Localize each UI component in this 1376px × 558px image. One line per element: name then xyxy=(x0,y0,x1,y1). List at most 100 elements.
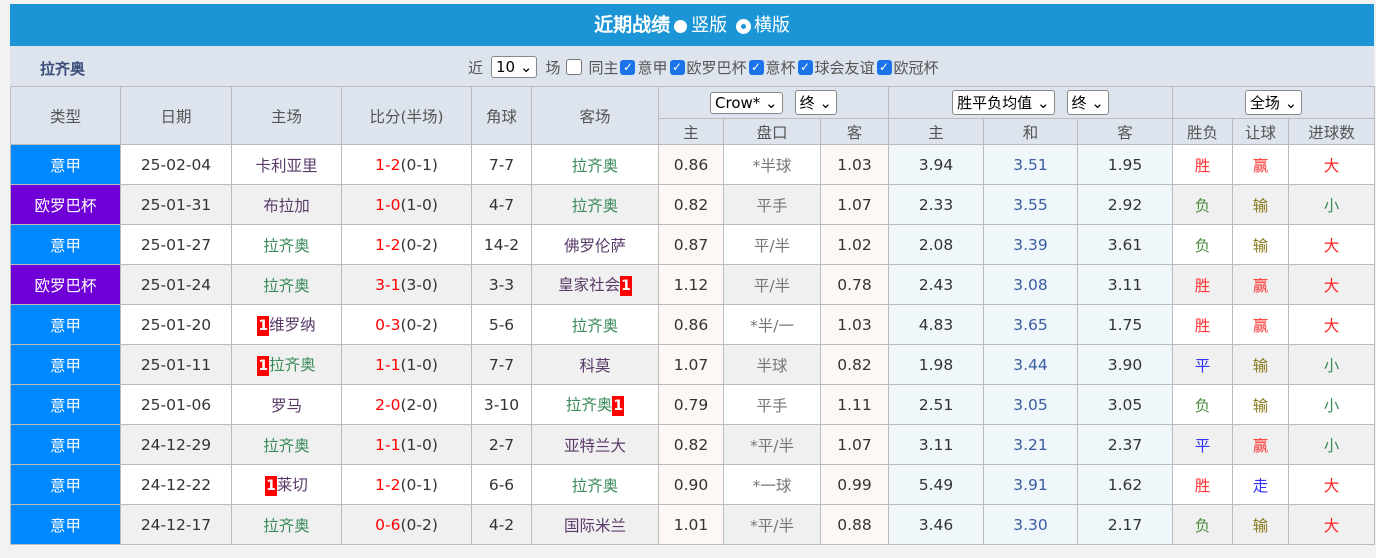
home-cell: 拉齐奥 xyxy=(231,504,342,545)
full-score: 0-3 xyxy=(375,315,401,334)
team-link[interactable]: 拉齐奥 xyxy=(571,316,619,335)
league-cell[interactable]: 意甲 xyxy=(10,464,121,505)
table-row: 意甲 25-02-04 卡利亚里 1-2(0-1) 7-7 拉齐奥 0.86 *半球 1.03 3… xyxy=(10,144,1376,185)
result-cell: 胜 xyxy=(1172,264,1234,305)
euro-away-odds: 3.90 xyxy=(1076,344,1174,385)
radio-vertical-label: 竖版 xyxy=(691,15,728,36)
red-card-badge: 1 xyxy=(257,356,270,376)
euro-away-odds: 1.75 xyxy=(1076,304,1174,345)
euro-draw-odds: 3.05 xyxy=(983,384,1078,425)
team-link[interactable]: 拉齐奥 xyxy=(571,196,619,215)
team-link[interactable]: 罗马 xyxy=(270,396,302,415)
home-cell: 罗马 xyxy=(231,384,342,425)
euro-home-odds: 3.94 xyxy=(888,144,984,185)
radio-vertical[interactable] xyxy=(674,19,688,33)
team-link[interactable]: 维罗纳 xyxy=(269,316,316,334)
euro-draw-odds: 3.30 xyxy=(983,504,1078,545)
subcol-header: 盘口 xyxy=(723,118,821,145)
euro-type-select[interactable]: 胜平负均值 ⌄ xyxy=(952,90,1055,115)
team-link[interactable]: 拉齐奥 xyxy=(263,236,310,255)
team-link[interactable]: 拉齐奥 xyxy=(263,276,310,295)
result-cell: 胜 xyxy=(1172,304,1234,345)
league-cell[interactable]: 意甲 xyxy=(10,144,121,185)
red-card-badge: 1 xyxy=(612,396,625,416)
team-link[interactable]: 拉齐奥 xyxy=(263,516,310,535)
corner-cell: 3-3 xyxy=(471,264,532,305)
euro-home-odds: 3.46 xyxy=(888,504,984,545)
euro-stage-select[interactable]: 终 ⌄ xyxy=(1066,90,1109,115)
team-link[interactable]: 国际米兰 xyxy=(563,516,626,535)
date-cell: 25-01-11 xyxy=(120,344,232,385)
radio-horizontal[interactable] xyxy=(736,19,750,33)
euro-home-odds: 1.98 xyxy=(888,344,984,385)
radio-horizontal-label: 横版 xyxy=(753,15,790,36)
euro-home-odds: 2.43 xyxy=(888,264,984,305)
full-score: 1-2 xyxy=(375,475,401,494)
euro-home-odds: 2.51 xyxy=(888,384,984,425)
team-link[interactable]: 莱切 xyxy=(276,476,308,494)
score-cell: 0-3(0-2) xyxy=(341,304,472,345)
asian-home-odds: 1.01 xyxy=(658,504,724,545)
team-link[interactable]: 拉齐奥 xyxy=(269,356,316,374)
half-score: (0-2) xyxy=(400,315,438,334)
handicap-line: *一球 xyxy=(752,476,792,495)
team-link[interactable]: 拉齐奥 xyxy=(565,396,613,414)
table-row: 意甲 25-01-11 1拉齐奥 1-1(1-0) 7-7 科莫 1.07 半球 0.82 1.9… xyxy=(10,344,1376,385)
league-cell[interactable]: 意甲 xyxy=(10,424,121,465)
same-home-checkbox[interactable] xyxy=(566,59,583,75)
league-cell[interactable]: 意甲 xyxy=(10,344,121,385)
over-under-cell: 大 xyxy=(1288,504,1376,545)
team-link[interactable]: 皇家社会 xyxy=(558,276,621,294)
handicap-line: 平/半 xyxy=(753,236,791,255)
league-cell[interactable]: 欧罗巴杯 xyxy=(10,184,121,225)
euro-stage-value: 终 xyxy=(1071,94,1087,112)
league-checkbox[interactable]: ✓ xyxy=(797,59,813,75)
over-under-cell: 小 xyxy=(1288,184,1376,225)
handicap-cell: 平/半 xyxy=(723,224,821,265)
score-cell: 1-0(1-0) xyxy=(341,184,472,225)
league-checkbox[interactable]: ✓ xyxy=(669,59,685,75)
league-cell[interactable]: 欧罗巴杯 xyxy=(10,264,121,305)
table-row: 意甲 25-01-06 罗马 2-0(2-0) 3-10 拉齐奥1 0.79 平手 1.11 2.… xyxy=(10,384,1376,425)
team-link[interactable]: 布拉加 xyxy=(263,196,310,215)
result-cell: 负 xyxy=(1172,504,1234,545)
near-label: 近 xyxy=(468,58,484,77)
home-cell: 1维罗纳 xyxy=(231,304,342,345)
league-cell[interactable]: 意甲 xyxy=(10,224,121,265)
handicap-result-cell: 输 xyxy=(1232,384,1290,425)
league-cell[interactable]: 意甲 xyxy=(10,384,121,425)
company-select[interactable]: Crow* ⌄ xyxy=(710,92,783,114)
team-link[interactable]: 卡利亚里 xyxy=(255,156,318,175)
league-checkbox[interactable]: ✓ xyxy=(620,59,636,75)
team-link[interactable]: 佛罗伦萨 xyxy=(563,236,626,255)
league-cell[interactable]: 意甲 xyxy=(10,304,121,345)
score-cell: 2-0(2-0) xyxy=(341,384,472,425)
asian-stage-select[interactable]: 终 ⌄ xyxy=(794,90,837,115)
euro-home-odds: 3.11 xyxy=(888,424,984,465)
scope-value: 全场 xyxy=(1249,94,1280,112)
team-link[interactable]: 拉齐奥 xyxy=(571,476,619,495)
euro-odds-header: 胜平负均值 ⌄ 终 ⌄ xyxy=(887,86,1174,119)
euro-draw-odds: 3.65 xyxy=(983,304,1078,345)
league-checkbox[interactable]: ✓ xyxy=(748,59,764,75)
league-cell[interactable]: 意甲 xyxy=(10,504,121,545)
away-cell: 拉齐奥 xyxy=(531,464,659,505)
euro-draw-odds: 3.51 xyxy=(983,144,1078,185)
handicap-result-cell: 输 xyxy=(1232,224,1290,265)
team-link[interactable]: 拉齐奥 xyxy=(263,436,310,455)
team-link[interactable]: 亚特兰大 xyxy=(563,436,626,455)
date-cell: 25-01-20 xyxy=(120,304,232,345)
team-link[interactable]: 拉齐奥 xyxy=(571,156,619,175)
league-checkbox[interactable]: ✓ xyxy=(876,59,892,75)
count-select[interactable]: 10 ⌄ xyxy=(491,56,538,78)
half-score: (3-0) xyxy=(400,275,438,294)
euro-away-odds: 3.61 xyxy=(1076,224,1174,265)
handicap-cell: 平手 xyxy=(723,384,821,425)
team-link[interactable]: 科莫 xyxy=(579,356,611,375)
result-header: 全场 ⌄ xyxy=(1172,86,1376,119)
count-value: 10 xyxy=(496,58,516,76)
same-home-label: 同主 xyxy=(588,58,619,77)
handicap-cell: 半球 xyxy=(723,344,821,385)
handicap-line: *平/半 xyxy=(750,516,794,535)
scope-select[interactable]: 全场 ⌄ xyxy=(1244,90,1303,115)
